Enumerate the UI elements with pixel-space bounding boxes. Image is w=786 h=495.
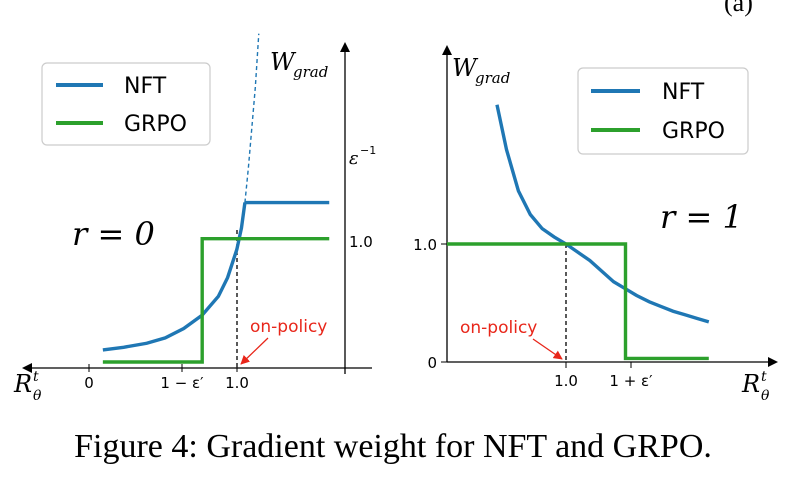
right-legend-nft-label: NFT	[662, 80, 705, 105]
right-y-tick-1: 1.0	[413, 236, 437, 254]
right-annotation-arrow-icon	[532, 338, 563, 360]
left-nft-line-1	[244, 33, 260, 203]
left-annotation-on-policy: on-policy	[250, 317, 327, 337]
left-annotation-arrow-icon	[240, 337, 269, 365]
right-x-tick-label-1: 1.0	[554, 372, 578, 390]
right-series-group	[447, 104, 710, 361]
left-grpo-line-0	[102, 237, 330, 364]
right-panel-label: r = 1	[660, 198, 743, 236]
left-y-axis-label: W	[270, 48, 297, 76]
left-x-tick-label-1mineps: 1 − ε′	[160, 374, 204, 392]
left-y-tick-1: 1.0	[349, 233, 373, 251]
left-legend-grpo-label: GRPO	[124, 112, 187, 137]
left-legend-nft-label: NFT	[124, 74, 167, 99]
left-legend: NFT GRPO	[41, 62, 211, 146]
left-x-axis-label-sub: θ	[33, 388, 42, 404]
right-x-axis-arrow-icon	[768, 357, 778, 367]
left-x-axis-arrow-icon	[22, 363, 32, 373]
left-y-axis-label-sub: grad	[293, 63, 328, 81]
figure-corner-mark: (a)	[724, 0, 753, 17]
left-y-axis-arrow-icon	[340, 42, 350, 52]
figure-caption: Figure 4: Gradient weight for NFT and GR…	[74, 428, 712, 465]
right-x-axis-label-sup: t	[761, 369, 767, 385]
left-panel: R t θ 0 1 − ε′ 1.0 W grad ε −1 1.0 r = 0…	[13, 33, 376, 404]
right-y-axis-label: W	[452, 54, 479, 82]
right-y-axis-label-sub: grad	[475, 69, 510, 87]
left-x-axis-label-sup: t	[33, 369, 39, 385]
right-y-tick-0: 0	[427, 354, 437, 372]
right-panel: 1.0 0 1.0 1 + ε′ W grad R t θ r = 1 on-p…	[413, 45, 778, 404]
left-x-axis-label: R	[13, 370, 32, 398]
left-x-tick-label-0: 0	[84, 374, 94, 392]
right-x-tick-label-1pluseps: 1 + ε′	[609, 372, 653, 390]
right-annotation-on-policy: on-policy	[460, 318, 537, 338]
left-y-tick-eps-sup: −1	[360, 144, 376, 157]
right-legend: NFT GRPO	[577, 67, 749, 155]
right-y-axis-arrow-icon	[442, 45, 452, 55]
left-series-group	[102, 33, 330, 364]
right-x-axis-label-sub: θ	[761, 388, 770, 404]
right-grpo-line-0	[447, 242, 709, 361]
right-x-axis-label: R	[741, 370, 760, 398]
left-panel-label: r = 0	[72, 215, 155, 253]
left-x-tick-label-1: 1.0	[225, 374, 249, 392]
right-nft-line-0	[495, 104, 710, 324]
left-y-tick-eps: ε	[349, 148, 359, 169]
right-legend-grpo-label: GRPO	[662, 119, 725, 144]
